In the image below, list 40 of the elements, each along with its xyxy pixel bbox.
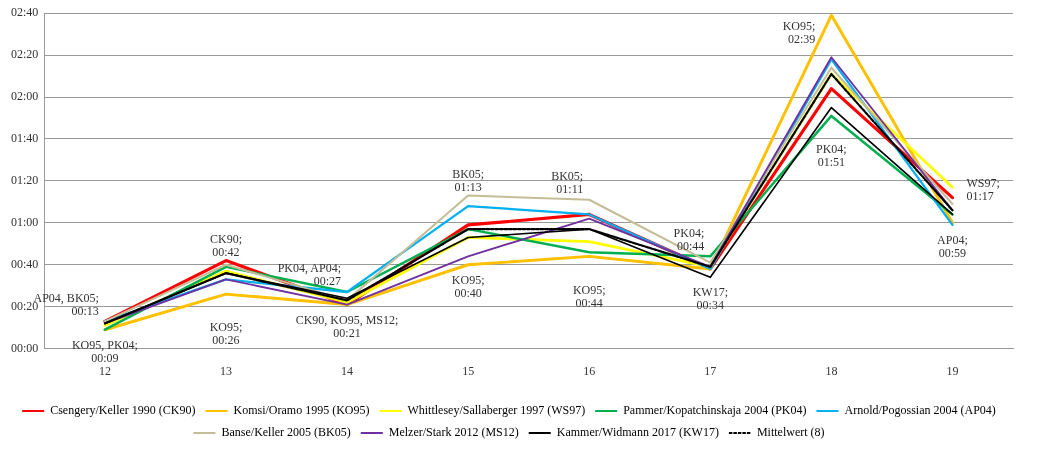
legend-label: Whittlesey/Sallaberger 1997 (WS97) [407,403,586,418]
annotation: KO95; 00:44 [572,282,606,310]
annotation: BK05; 01:11 [551,168,584,196]
legend-label: Melzer/Stark 2012 (MS12) [388,425,519,440]
legend-label: Csengery/Keller 1990 (CK90) [50,403,196,418]
x-tick-label: 15 [462,363,475,378]
annotation: KO95, PK04; 00:09 [71,337,138,365]
legend-label: Komsi/Oramo 1995 (KO95) [233,403,370,418]
annotation: PK04; 00:44 [673,225,705,253]
annotation: KO95; 00:40 [451,272,485,300]
legend-label: Kammer/Widmann 2017 (KW17) [556,425,719,440]
annotation: KW17; 00:34 [692,285,728,313]
y-tick-label: 00:40 [10,256,39,271]
x-tick-label: 13 [219,363,232,378]
y-tick-label: 02:40 [10,5,39,20]
x-tick-label: 16 [583,363,596,378]
legend-label: Banse/Keller 2005 (BK05) [221,425,351,440]
annotation: KO95; 00:26 [209,320,243,348]
y-tick-label: 01:00 [10,214,39,229]
x-tick-label: 18 [825,363,838,378]
annotation: CK90, KO95, MS12; 00:21 [295,312,399,340]
x-tick-label: 17 [704,363,717,378]
annotation: CK90; 00:42 [209,231,242,259]
y-tick-label: 02:20 [10,47,39,62]
y-tick-label: 00:00 [10,340,39,355]
y-tick-label: 02:00 [10,89,39,104]
y-tick-label: 01:40 [10,131,39,146]
annotation: WS97; 01:17 [966,176,1000,204]
x-tick-label: 14 [341,363,354,378]
x-tick-label: 12 [98,363,111,378]
legend-label: Arnold/Pogossian 2004 (AP04) [844,403,996,418]
annotation: KO95; 02:39 [782,19,816,47]
y-tick-label: 01:20 [10,173,39,188]
annotation: AP04; 00:59 [937,233,968,261]
annotation: PK04; 01:51 [816,142,847,170]
annotation: PK04, AP04; 00:27 [277,261,342,289]
legend-label: Pammer/Kopatchinskaja 2004 (PK04) [623,403,807,418]
annotation: BK05; 01:13 [452,166,485,194]
x-tick-label: 19 [946,363,959,378]
legend-label: Mittelwert (8) [756,425,825,440]
